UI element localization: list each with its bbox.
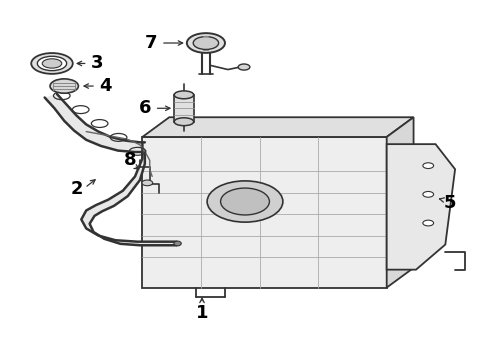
Ellipse shape (220, 188, 270, 215)
Polygon shape (143, 137, 387, 288)
Ellipse shape (37, 56, 67, 71)
Text: 5: 5 (444, 194, 457, 212)
Ellipse shape (207, 181, 283, 222)
Ellipse shape (142, 180, 153, 186)
Ellipse shape (423, 192, 434, 197)
Polygon shape (174, 95, 194, 122)
Text: 6: 6 (139, 99, 151, 117)
Ellipse shape (423, 220, 434, 226)
Polygon shape (81, 142, 176, 245)
Ellipse shape (174, 241, 181, 246)
Polygon shape (387, 117, 414, 288)
Ellipse shape (238, 64, 250, 70)
Polygon shape (387, 144, 455, 270)
Ellipse shape (423, 163, 434, 168)
Text: 2: 2 (70, 180, 83, 198)
Ellipse shape (42, 59, 62, 68)
Text: 7: 7 (145, 34, 157, 52)
Ellipse shape (174, 91, 194, 99)
Ellipse shape (193, 37, 219, 49)
Text: 1: 1 (196, 305, 208, 323)
Ellipse shape (174, 118, 194, 126)
Polygon shape (45, 94, 145, 152)
Ellipse shape (50, 79, 78, 93)
Text: 4: 4 (99, 77, 112, 95)
Polygon shape (143, 117, 414, 137)
Ellipse shape (31, 53, 73, 74)
Text: 8: 8 (124, 151, 137, 169)
Ellipse shape (187, 33, 225, 53)
Text: 3: 3 (91, 54, 104, 72)
